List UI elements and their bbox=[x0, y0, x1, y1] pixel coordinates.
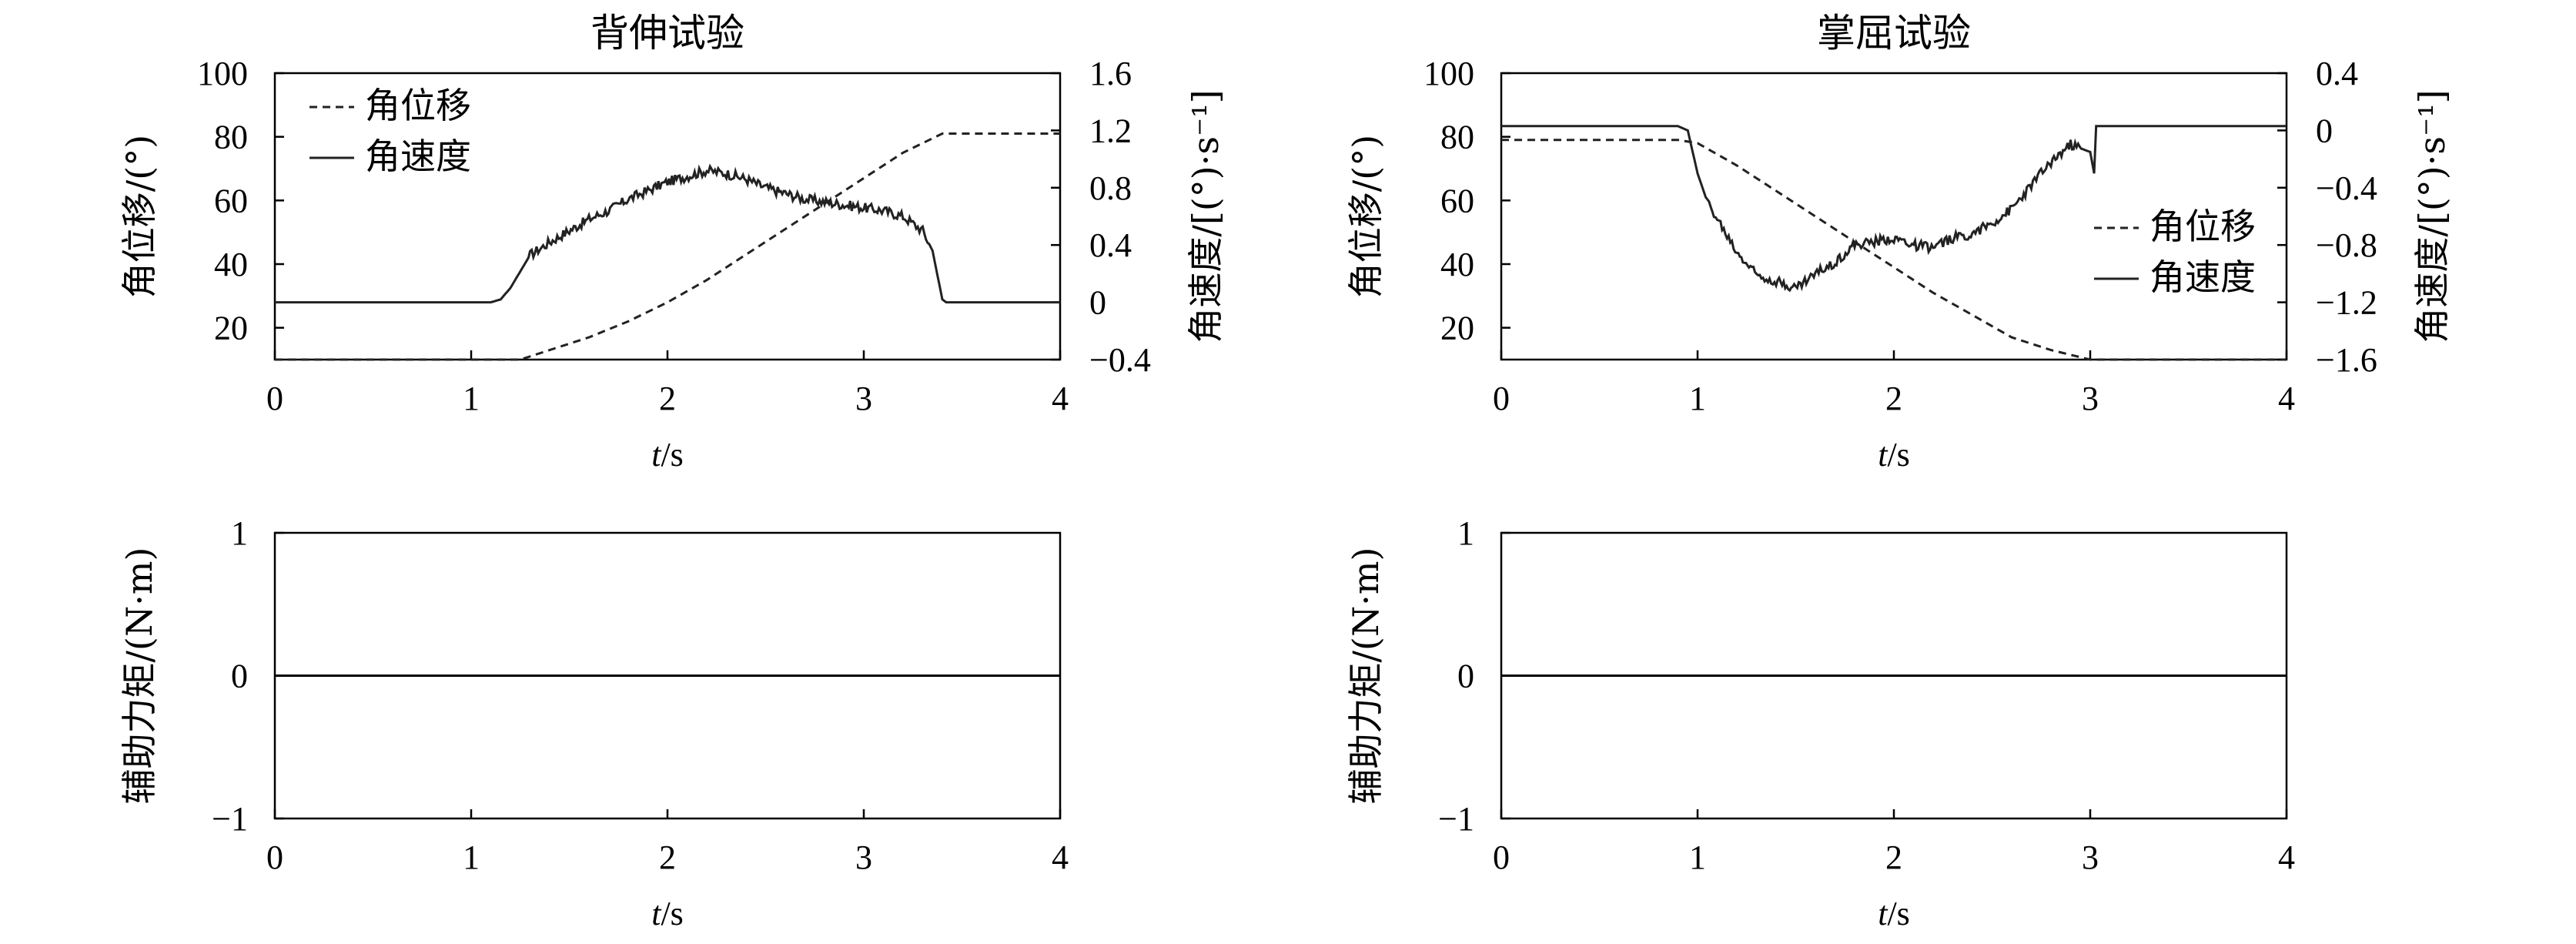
x-tick-label: 4 bbox=[2278, 839, 2295, 876]
x-tick-label: 3 bbox=[2082, 380, 2099, 417]
x-tick-label: 4 bbox=[2278, 380, 2295, 417]
y2-tick-label: 1.6 bbox=[1089, 55, 1132, 92]
chart-title: 掌屈试验 bbox=[1817, 11, 1971, 55]
y2-axis-label: 角速度/[(°)·s⁻¹] bbox=[1185, 89, 1226, 343]
y-tick-label: 1 bbox=[231, 514, 248, 552]
x-tick-label: 3 bbox=[2082, 839, 2099, 876]
y-axis-label: 角位移/(°) bbox=[119, 135, 160, 298]
y2-tick-label: −0.4 bbox=[1089, 341, 1151, 379]
x-tick-label: 2 bbox=[1885, 380, 1902, 417]
y-tick-label: 20 bbox=[1440, 310, 1474, 347]
chart-torque-dorsiflexion: 0 1 2 3 4 −1 0 1 t/s 辅助力矩/(N·m) bbox=[119, 514, 1069, 932]
y-tick-label: 60 bbox=[214, 182, 248, 219]
y2-axis-label: 角速度/[(°)·s⁻¹] bbox=[2411, 89, 2453, 343]
x-tick-label: 1 bbox=[463, 380, 480, 417]
y-tick-label: 80 bbox=[214, 119, 248, 156]
y2-tick-label: 0.4 bbox=[1089, 226, 1132, 264]
y-axis-label: 辅助力矩/(N·m) bbox=[119, 547, 160, 805]
chart-torque-palmarflexion: 0 1 2 3 4 −1 0 1 t/s 辅助力矩/(N·m) bbox=[1345, 514, 2295, 932]
x-tick-label: 0 bbox=[1493, 839, 1510, 876]
y-tick-label: −1 bbox=[1438, 800, 1474, 838]
chart-dorsiflexion: 背伸试验 0 1 2 3 4 20 40 60 80 100 −0.4 0 0.4 0.8 1.2 1.6 t/s… bbox=[119, 11, 1226, 474]
x-tick-label: 2 bbox=[1885, 839, 1902, 876]
series-line-solid-1 bbox=[275, 163, 1060, 304]
x-tick-label: 1 bbox=[1689, 839, 1706, 876]
series-line-dashed-0 bbox=[1501, 139, 2287, 361]
x-tick-label: 0 bbox=[266, 839, 283, 876]
y-tick-label: 80 bbox=[1440, 119, 1474, 156]
y2-tick-label: 0 bbox=[2316, 112, 2333, 149]
x-axis-label: t/s bbox=[1878, 895, 1910, 932]
y2-tick-label: 0.8 bbox=[1089, 169, 1132, 207]
y-tick-label: −1 bbox=[212, 800, 248, 838]
y-tick-label: 100 bbox=[197, 55, 248, 92]
y2-tick-label: −0.4 bbox=[2316, 169, 2377, 207]
x-tick-label: 2 bbox=[659, 380, 676, 417]
legend-entry: 角位移 bbox=[2149, 206, 2256, 247]
x-tick-label: 4 bbox=[1052, 839, 1069, 876]
y-tick-label: 0 bbox=[231, 658, 248, 695]
y-tick-label: 60 bbox=[1440, 182, 1474, 219]
x-axis-label: t/s bbox=[1878, 436, 1910, 474]
x-tick-label: 2 bbox=[659, 839, 676, 876]
legend-entry: 角位移 bbox=[365, 85, 471, 126]
series-line-solid-1 bbox=[1501, 125, 2287, 293]
x-tick-label: 4 bbox=[1052, 380, 1069, 417]
chart-palmarflexion: 掌屈试验 0 1 2 3 4 20 40 60 80 100 −1.6 −1.2 −0.8 −0.4 0 0.4… bbox=[1345, 11, 2453, 474]
chart-title: 背伸试验 bbox=[590, 11, 744, 55]
series-line-dashed-0 bbox=[275, 132, 1060, 361]
y2-tick-label: 0.4 bbox=[2316, 55, 2358, 92]
x-tick-label: 0 bbox=[266, 380, 283, 417]
y2-tick-label: −1.6 bbox=[2316, 341, 2377, 379]
y-axis-label: 辅助力矩/(N·m) bbox=[1345, 547, 1387, 805]
x-tick-label: 1 bbox=[1689, 380, 1706, 417]
x-axis-label: t/s bbox=[651, 895, 684, 932]
y-tick-label: 40 bbox=[1440, 246, 1474, 283]
legend-entry: 角速度 bbox=[2149, 256, 2256, 298]
y-axis-label: 角位移/(°) bbox=[1345, 135, 1387, 298]
y-tick-label: 1 bbox=[1457, 514, 1474, 552]
y2-tick-label: 1.2 bbox=[1089, 112, 1132, 149]
x-tick-label: 1 bbox=[463, 839, 480, 876]
y-tick-label: 40 bbox=[214, 246, 248, 283]
x-tick-label: 0 bbox=[1493, 380, 1510, 417]
y2-tick-label: 0 bbox=[1089, 284, 1106, 322]
x-axis-label: t/s bbox=[651, 436, 684, 474]
y2-tick-label: −1.2 bbox=[2316, 284, 2377, 322]
x-tick-label: 3 bbox=[855, 839, 872, 876]
x-tick-label: 3 bbox=[855, 380, 872, 417]
y-tick-label: 0 bbox=[1457, 658, 1474, 695]
y-tick-label: 100 bbox=[1423, 55, 1474, 92]
legend-entry: 角速度 bbox=[365, 136, 471, 177]
y-tick-label: 20 bbox=[214, 310, 248, 347]
y2-tick-label: −0.8 bbox=[2316, 226, 2377, 264]
